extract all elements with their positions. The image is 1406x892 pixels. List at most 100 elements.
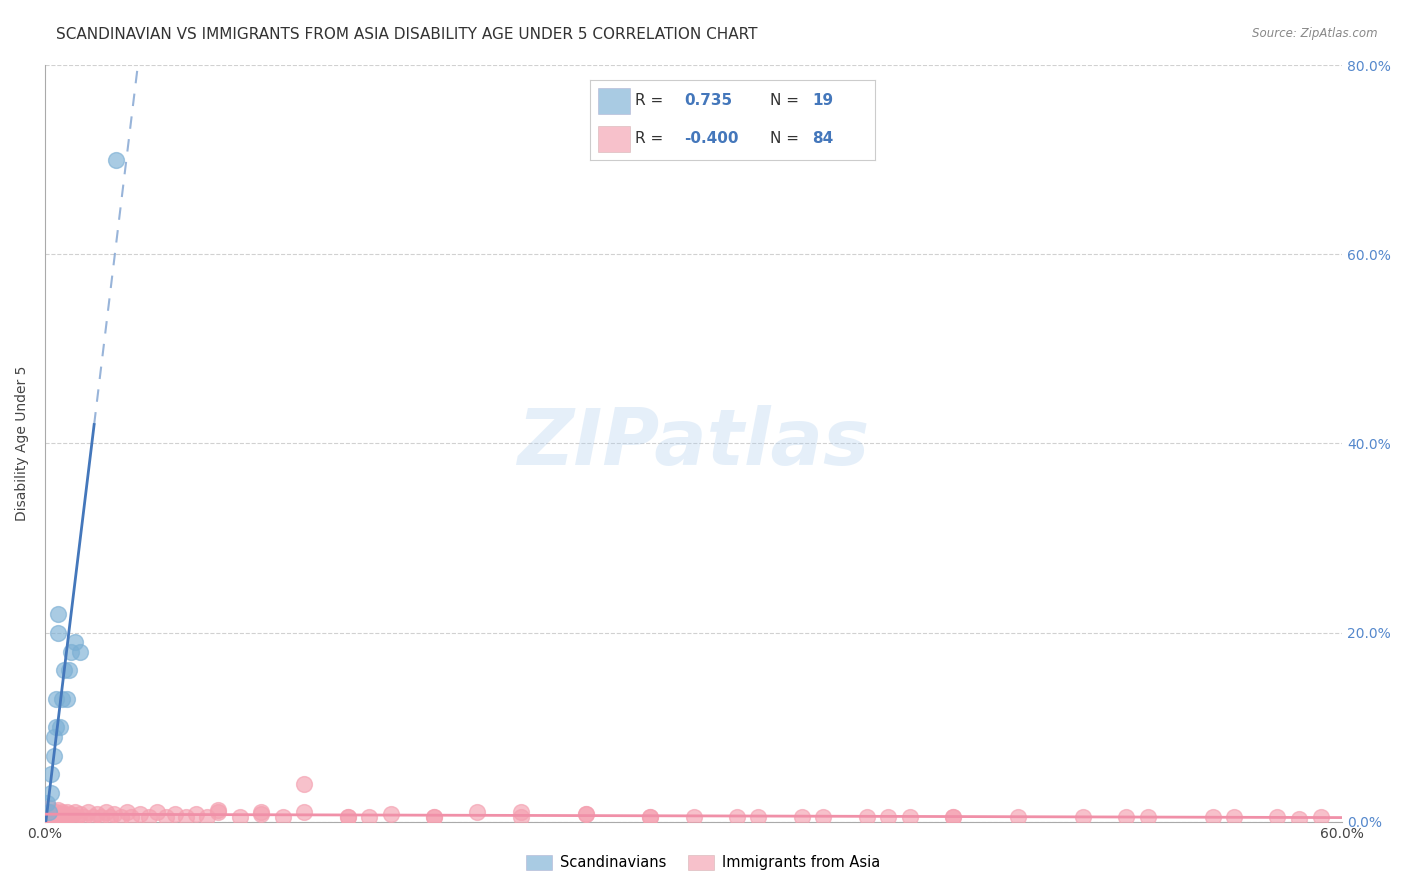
Point: [73, 810, 96, 824]
Point: [250, 805, 273, 820]
Point: [59, 644, 82, 658]
Point: [725, 810, 748, 824]
Point: [877, 810, 900, 824]
Point: [51, 805, 73, 820]
Point: [59, 807, 82, 822]
Text: ZIPatlas: ZIPatlas: [517, 406, 870, 482]
Text: Source: ZipAtlas.com: Source: ZipAtlas.com: [1253, 27, 1378, 40]
Point: [1201, 810, 1223, 824]
Point: [41, 805, 63, 820]
Point: [45, 810, 67, 824]
Point: [467, 805, 489, 820]
Point: [77, 805, 100, 820]
Point: [1309, 810, 1331, 824]
Point: [49, 810, 72, 824]
Point: [51, 810, 73, 824]
Point: [51, 691, 73, 706]
Point: [65, 635, 87, 649]
Point: [59, 810, 82, 824]
Point: [55, 810, 77, 824]
Point: [336, 810, 359, 824]
Point: [1223, 810, 1246, 824]
Point: [195, 810, 218, 824]
Point: [120, 810, 142, 824]
Point: [115, 805, 138, 820]
Point: [98, 810, 121, 824]
Point: [55, 805, 77, 820]
Point: [855, 810, 877, 824]
Point: [42, 807, 65, 822]
Point: [138, 810, 160, 824]
Point: [37, 796, 59, 810]
Point: [58, 664, 80, 678]
Point: [86, 807, 108, 822]
Point: [94, 805, 117, 820]
Point: [42, 748, 65, 763]
Point: [250, 807, 273, 822]
Point: [41, 810, 63, 824]
Point: [105, 153, 128, 167]
Point: [790, 810, 813, 824]
Point: [45, 691, 67, 706]
Y-axis label: Disability Age Under 5: Disability Age Under 5: [15, 366, 30, 521]
Point: [45, 805, 67, 820]
Point: [1267, 810, 1289, 824]
Point: [38, 807, 60, 822]
Point: [46, 804, 69, 818]
Point: [82, 810, 104, 824]
Point: [46, 625, 69, 640]
Point: [53, 807, 76, 822]
Point: [228, 810, 250, 824]
Point: [46, 810, 69, 824]
Point: [55, 691, 77, 706]
Point: [294, 805, 316, 820]
Point: [174, 810, 197, 824]
Point: [509, 805, 531, 820]
Point: [69, 807, 91, 822]
Point: [110, 810, 132, 824]
Point: [682, 810, 704, 824]
Point: [207, 805, 229, 820]
Point: [53, 810, 76, 824]
Point: [103, 807, 125, 822]
Point: [423, 810, 446, 824]
Point: [65, 805, 87, 820]
Point: [359, 810, 381, 824]
Point: [271, 810, 294, 824]
Point: [53, 664, 76, 678]
Point: [90, 810, 112, 824]
Point: [49, 720, 72, 734]
Point: [423, 810, 446, 824]
Point: [66, 810, 89, 824]
Point: [294, 777, 316, 791]
Point: [1136, 810, 1159, 824]
Point: [38, 800, 60, 814]
Point: [41, 767, 63, 781]
Point: [747, 810, 769, 824]
Point: [42, 730, 65, 744]
Point: [186, 807, 208, 822]
Point: [1288, 812, 1310, 826]
Point: [640, 810, 662, 824]
Point: [38, 805, 60, 820]
Point: [46, 607, 69, 621]
Point: [336, 810, 359, 824]
Point: [813, 810, 835, 824]
Point: [49, 807, 72, 822]
Point: [42, 810, 65, 824]
Point: [207, 804, 229, 818]
Point: [380, 807, 402, 822]
Point: [41, 786, 63, 800]
Text: SCANDINAVIAN VS IMMIGRANTS FROM ASIA DISABILITY AGE UNDER 5 CORRELATION CHART: SCANDINAVIAN VS IMMIGRANTS FROM ASIA DIS…: [56, 27, 758, 42]
Point: [129, 807, 152, 822]
Point: [45, 720, 67, 734]
Point: [37, 805, 59, 820]
Point: [574, 807, 596, 822]
Point: [574, 807, 596, 822]
Point: [942, 810, 965, 824]
Legend: Scandinavians, Immigrants from Asia: Scandinavians, Immigrants from Asia: [520, 848, 886, 876]
Point: [1071, 810, 1094, 824]
Point: [942, 810, 965, 824]
Point: [640, 810, 662, 824]
Point: [1007, 810, 1029, 824]
